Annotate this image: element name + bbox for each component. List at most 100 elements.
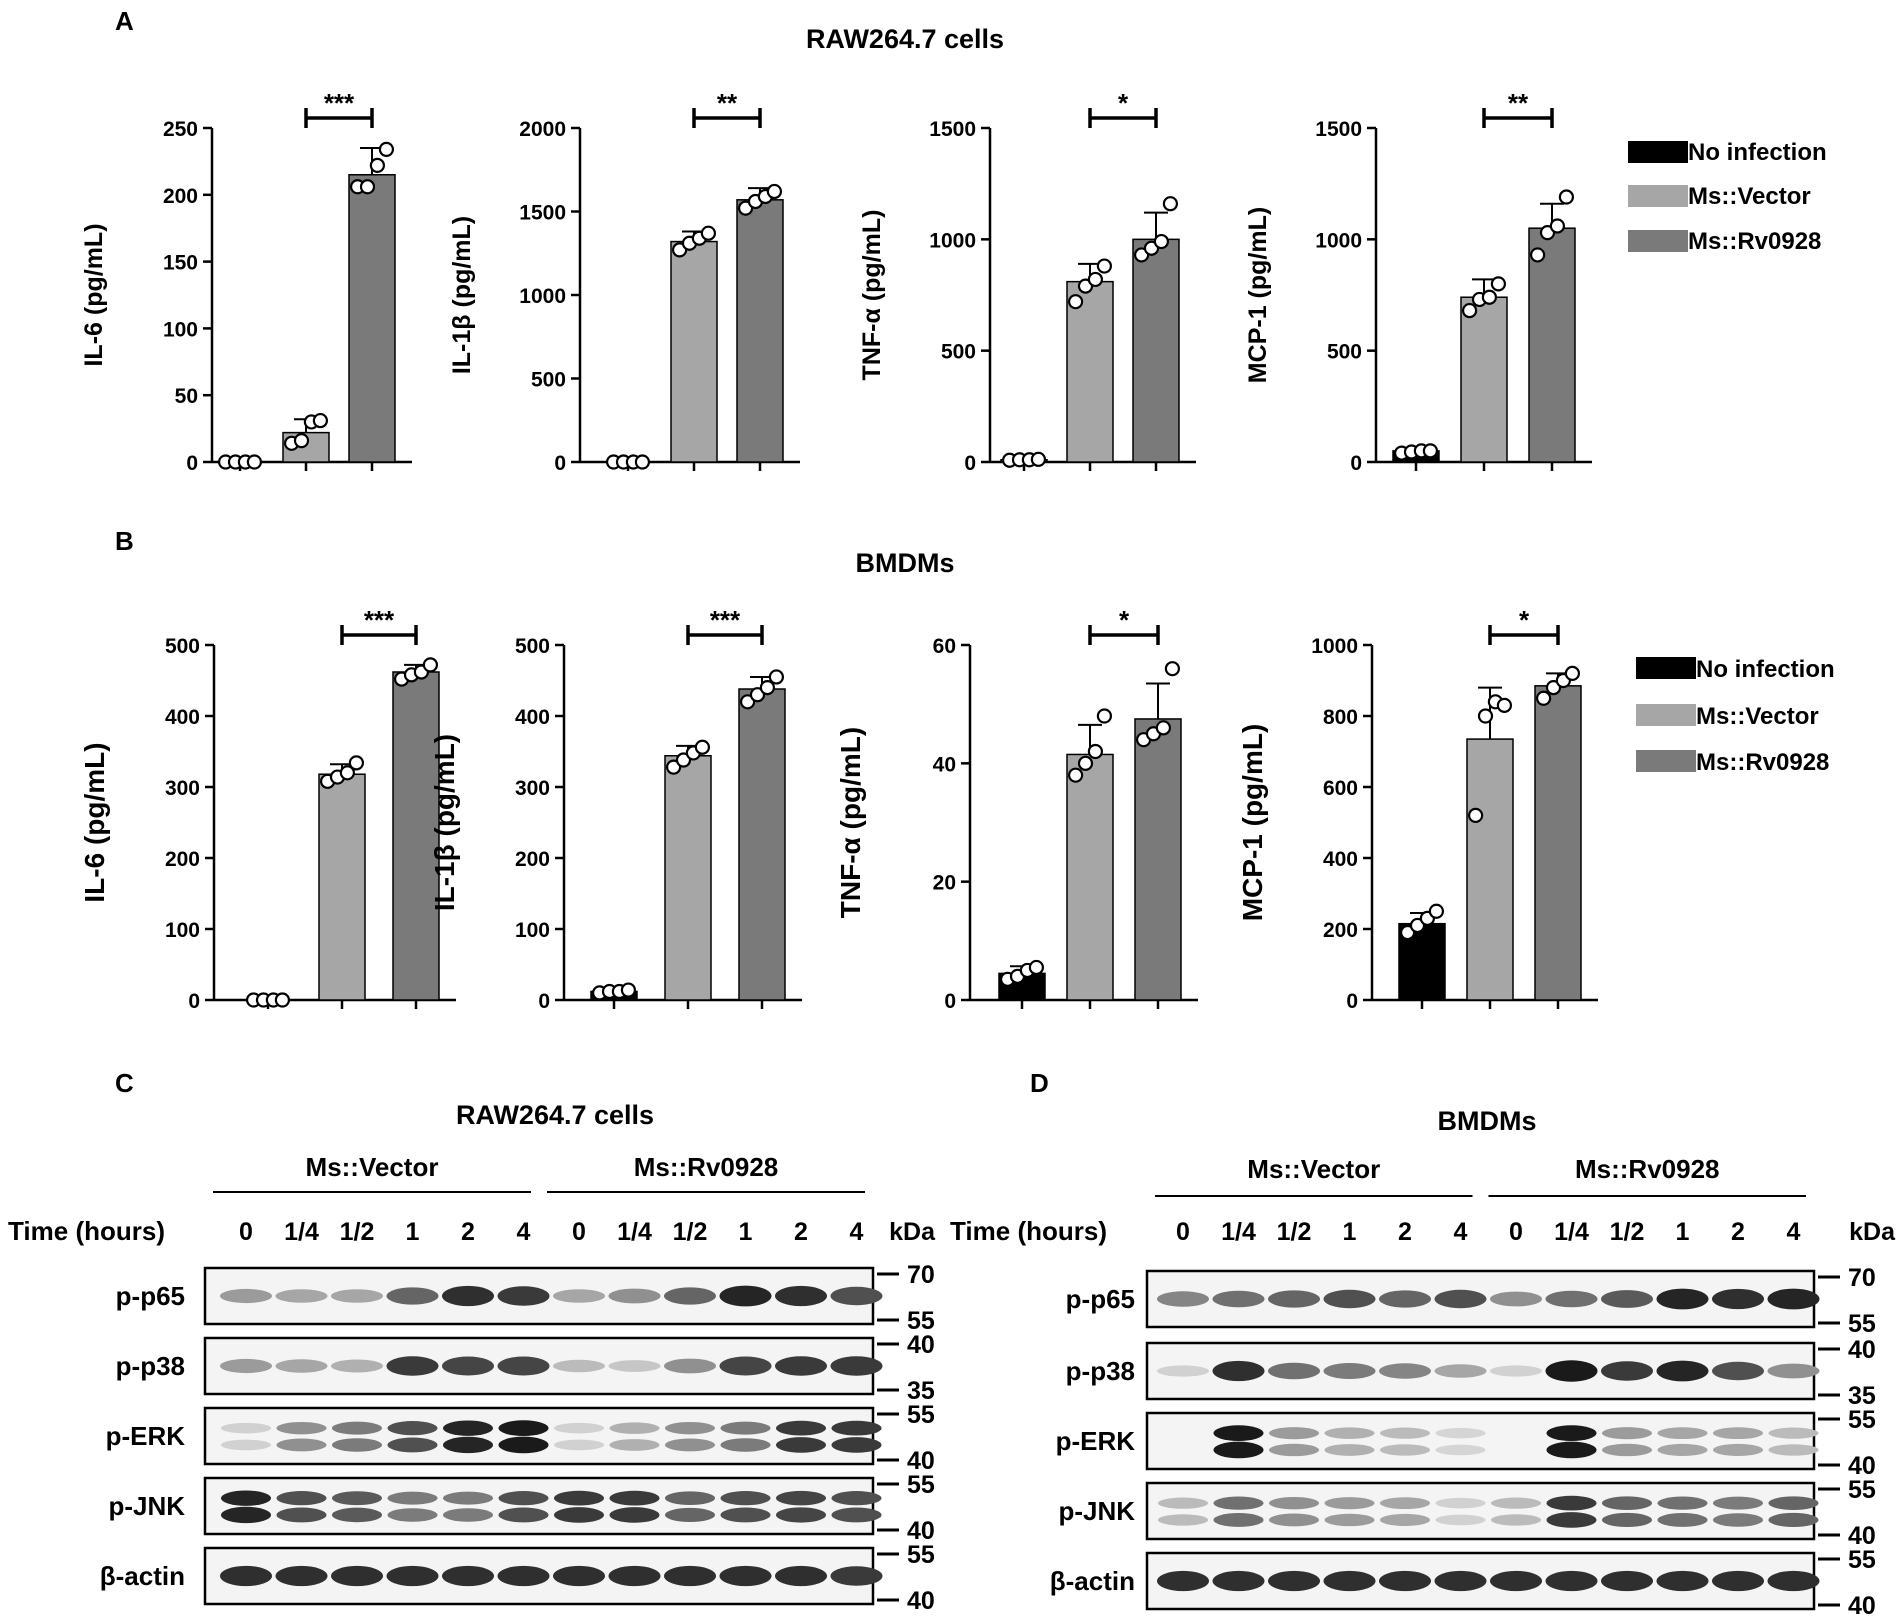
data-point [1077, 755, 1094, 771]
bar-ms-rv0928 [348, 174, 396, 463]
y-axis-label: TNF-α (pg/mL) [835, 727, 866, 918]
blot-band [1434, 1289, 1487, 1309]
kda-marker-label: 55 [907, 1541, 935, 1569]
blot-band [1157, 1365, 1209, 1377]
kda-marker-label: 40 [1848, 1592, 1876, 1620]
data-point [749, 687, 766, 703]
blot-band [609, 1490, 660, 1506]
blot-band [332, 1491, 382, 1506]
panel-letter-b: B [115, 526, 134, 556]
legend-a-label-no-infection: No infection [1688, 139, 1827, 166]
blot-band [1712, 1288, 1764, 1310]
data-point [1496, 697, 1513, 713]
time-axis-label: Time (hours) [950, 1216, 1107, 1246]
blot-band [1380, 1444, 1430, 1456]
legend-a-swatch-no-infection [1628, 141, 1688, 163]
time-label: 2 [794, 1218, 808, 1246]
kda-marker-label: 35 [907, 1377, 935, 1405]
data-point [675, 752, 692, 768]
blot-band [554, 1439, 604, 1451]
y-tick-label: 500 [515, 635, 550, 658]
chart-b-5: 0 100 200 300 400 500 IL-1β (pg/mL) *** [429, 605, 802, 1013]
panel-letter-c: C [115, 1068, 134, 1098]
blot-band [1268, 1362, 1320, 1380]
blot-row-label: p-ERK [106, 1421, 186, 1451]
blot-band [1713, 1443, 1763, 1457]
blot-band [276, 1421, 327, 1435]
group-label: Ms::Rv0928 [1575, 1154, 1720, 1184]
blot-band [608, 1565, 661, 1587]
time-label: 4 [1454, 1218, 1468, 1246]
y-tick-label: 1500 [929, 118, 976, 141]
y-tick-label: 250 [163, 118, 198, 141]
y-tick-label: 150 [163, 252, 198, 275]
blot-band [1490, 1365, 1542, 1377]
kda-marker-label: 55 [1848, 1546, 1876, 1574]
y-axis-label: MCP-1 (pg/mL) [1244, 207, 1272, 383]
data-point [739, 694, 756, 710]
blot-band [1602, 1496, 1652, 1510]
kda-marker-label: 55 [907, 1401, 935, 1429]
data-point [634, 454, 651, 470]
significance-label: * [1118, 88, 1129, 118]
blot-band [776, 1420, 826, 1436]
blot-row-label: β-actin [1050, 1566, 1135, 1596]
blot-band [1212, 1290, 1265, 1308]
blot-band [1324, 1427, 1375, 1439]
blot-band [387, 1508, 438, 1522]
group-label: Ms::Vector [306, 1152, 439, 1182]
blot-band [1768, 1496, 1819, 1510]
blot-band [442, 1285, 494, 1307]
time-label: 4 [1787, 1218, 1801, 1246]
y-tick-label: 100 [163, 318, 198, 341]
blot-band [1657, 1427, 1708, 1440]
kda-marker-label: 40 [907, 1447, 935, 1475]
blot-band [1269, 1427, 1319, 1440]
blot-band [609, 1422, 660, 1434]
data-point [339, 765, 355, 781]
data-point [759, 679, 776, 696]
blot-row-label: p-p38 [1066, 1356, 1135, 1386]
blot-band [276, 1491, 327, 1506]
blot-band [831, 1507, 882, 1523]
blot-band [719, 1285, 772, 1307]
significance-label: *** [364, 605, 395, 635]
data-point [1155, 720, 1172, 736]
panel-letter-a: A [115, 6, 134, 36]
blot-band [719, 1565, 772, 1587]
data-point [766, 183, 783, 200]
data-point [1028, 959, 1045, 976]
data-point [422, 657, 438, 673]
y-tick-label: 0 [554, 452, 566, 475]
blot-band [1213, 1513, 1264, 1527]
time-label: 0 [1509, 1218, 1523, 1246]
bar-ms-vector [1066, 753, 1114, 1001]
kda-label: kDa [889, 1218, 936, 1246]
blot-row-p-jnk: p-JNK 55 40 [1058, 1476, 1875, 1550]
y-tick-label: 600 [1323, 777, 1358, 800]
time-axis-label: Time (hours) [8, 1216, 165, 1246]
time-label: 4 [850, 1218, 864, 1246]
blot-band [665, 1491, 715, 1505]
y-tick-label: 100 [515, 919, 550, 942]
blot-band [386, 1287, 439, 1305]
blot-band [1213, 1441, 1264, 1459]
data-point [700, 225, 717, 241]
blot-band [1656, 1360, 1709, 1382]
blot-band [498, 1436, 549, 1454]
blot-band [443, 1420, 493, 1436]
data-point [1558, 189, 1575, 205]
chart-a-0: 0 50 100 150 200 250 IL-6 (pg/mL) *** [80, 88, 412, 475]
blot-band [386, 1565, 439, 1587]
kda-marker-label: 40 [1848, 1452, 1876, 1480]
blot-band [1379, 1290, 1431, 1308]
blot-band [1601, 1290, 1653, 1308]
blot-band [442, 1565, 494, 1587]
blot-band [1712, 1570, 1764, 1592]
bar-ms-vector [1066, 280, 1114, 463]
blot-band [387, 1421, 438, 1436]
kda-marker-label: 55 [907, 1471, 935, 1499]
time-label: 4 [517, 1218, 531, 1246]
y-tick-label: 200 [165, 848, 200, 871]
